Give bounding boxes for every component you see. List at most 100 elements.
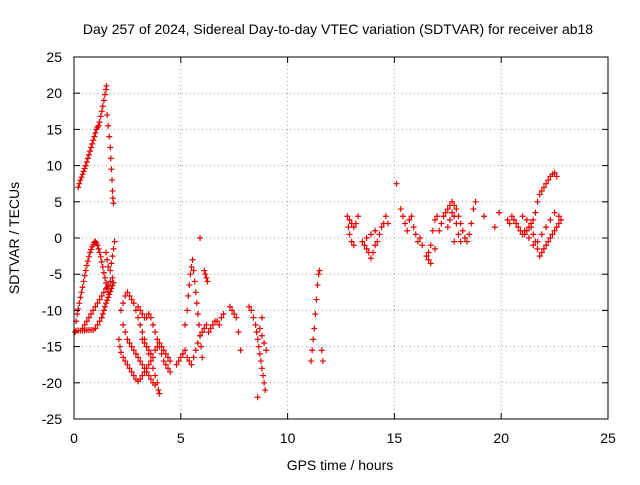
data-point-marker <box>372 227 379 234</box>
data-point-marker <box>543 180 550 187</box>
data-points <box>72 82 565 401</box>
data-point-marker <box>204 278 211 285</box>
data-point-marker <box>203 274 210 281</box>
axis-ticks: 0 5 10 15 20 25 -25 -20 -15 -10 -5 0 5 10 15 20 25 <box>42 49 616 446</box>
data-point-marker <box>108 285 115 292</box>
data-point-marker <box>547 235 554 241</box>
data-point-marker <box>540 245 547 252</box>
data-point-marker <box>438 220 445 227</box>
data-point-marker <box>80 278 87 285</box>
data-point-marker <box>207 325 214 332</box>
data-point-marker <box>103 249 110 256</box>
data-point-marker <box>256 350 263 357</box>
data-point-marker <box>88 246 95 253</box>
data-point-marker <box>464 238 471 245</box>
data-point-marker <box>521 227 528 234</box>
data-point-marker <box>75 305 82 312</box>
data-point-marker <box>78 289 85 296</box>
data-point-marker <box>107 144 114 151</box>
data-point-marker <box>344 213 351 220</box>
data-point-marker <box>308 358 315 365</box>
data-point-marker <box>553 173 560 180</box>
data-point-marker <box>504 216 511 223</box>
data-point-marker <box>257 358 264 365</box>
data-point-marker <box>124 289 131 296</box>
data-point-marker <box>92 303 99 310</box>
y-tick-label: 20 <box>46 85 62 101</box>
data-point-marker <box>79 284 86 291</box>
data-point-marker <box>109 187 116 194</box>
data-point-marker <box>78 174 85 181</box>
data-point-marker <box>457 238 464 245</box>
data-point-marker <box>147 376 154 383</box>
data-point-marker <box>551 169 558 176</box>
data-point-marker <box>545 177 552 184</box>
data-point-marker <box>100 97 107 104</box>
x-tick-label: 15 <box>387 430 403 446</box>
data-point-marker <box>137 307 144 314</box>
data-point-marker <box>346 216 353 223</box>
data-point-marker <box>440 213 447 220</box>
data-point-marker <box>83 158 90 165</box>
data-point-marker <box>75 184 82 191</box>
data-point-marker <box>260 372 267 379</box>
data-point-marker <box>100 307 107 314</box>
data-point-marker <box>105 263 112 270</box>
data-point-marker <box>143 368 150 375</box>
data-point-marker <box>540 184 547 191</box>
data-point-marker <box>103 285 110 292</box>
data-point-marker <box>551 209 558 216</box>
data-point-marker <box>191 278 198 285</box>
data-point-marker <box>145 361 152 368</box>
data-point-marker <box>107 288 114 295</box>
data-point-marker <box>98 314 105 321</box>
data-point-marker <box>318 347 325 354</box>
data-point-marker <box>97 113 104 120</box>
data-point-marker <box>233 314 240 321</box>
data-point-marker <box>130 347 137 354</box>
data-point-marker <box>431 216 438 223</box>
data-point-marker <box>164 354 171 361</box>
data-point-marker <box>555 220 562 227</box>
data-point-marker <box>152 381 159 388</box>
data-point-marker <box>410 224 417 231</box>
data-point-marker <box>111 238 118 245</box>
data-point-marker <box>182 347 189 354</box>
data-point-marker <box>254 394 261 401</box>
data-point-marker <box>177 354 184 361</box>
data-point-marker <box>139 311 146 318</box>
data-point-marker <box>87 148 94 155</box>
data-point-marker <box>137 358 144 365</box>
data-point-marker <box>88 311 95 318</box>
data-point-marker <box>147 314 154 321</box>
data-point-marker <box>468 220 475 227</box>
data-point-marker <box>453 220 460 227</box>
data-point-marker <box>466 231 473 238</box>
data-point-marker <box>110 200 117 207</box>
data-point-marker <box>203 321 210 328</box>
data-point-marker <box>429 227 436 234</box>
data-point-marker <box>82 162 89 169</box>
data-point-marker <box>254 336 261 343</box>
data-point-marker <box>139 372 146 379</box>
data-point-marker <box>384 220 391 227</box>
data-point-marker <box>363 245 370 252</box>
data-point-marker <box>252 321 259 328</box>
data-point-marker <box>173 361 180 368</box>
data-point-marker <box>431 245 438 252</box>
data-point-marker <box>427 260 434 267</box>
data-point-marker <box>425 249 432 256</box>
x-tick-label: 20 <box>493 430 509 446</box>
data-point-marker <box>137 321 144 328</box>
data-point-marker <box>258 332 265 339</box>
data-point-marker <box>184 307 191 314</box>
data-point-marker <box>87 249 94 256</box>
data-point-marker <box>97 253 104 260</box>
data-point-marker <box>197 235 204 241</box>
x-axis-label: GPS time / hours <box>287 457 394 473</box>
y-tick-label: -25 <box>42 411 62 427</box>
data-point-marker <box>96 296 103 303</box>
data-point-marker <box>399 213 406 220</box>
data-point-marker <box>98 292 105 299</box>
